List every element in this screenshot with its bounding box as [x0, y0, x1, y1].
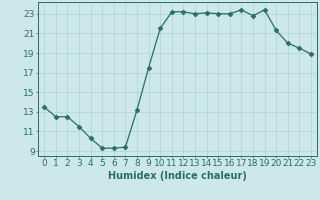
X-axis label: Humidex (Indice chaleur): Humidex (Indice chaleur) — [108, 171, 247, 181]
